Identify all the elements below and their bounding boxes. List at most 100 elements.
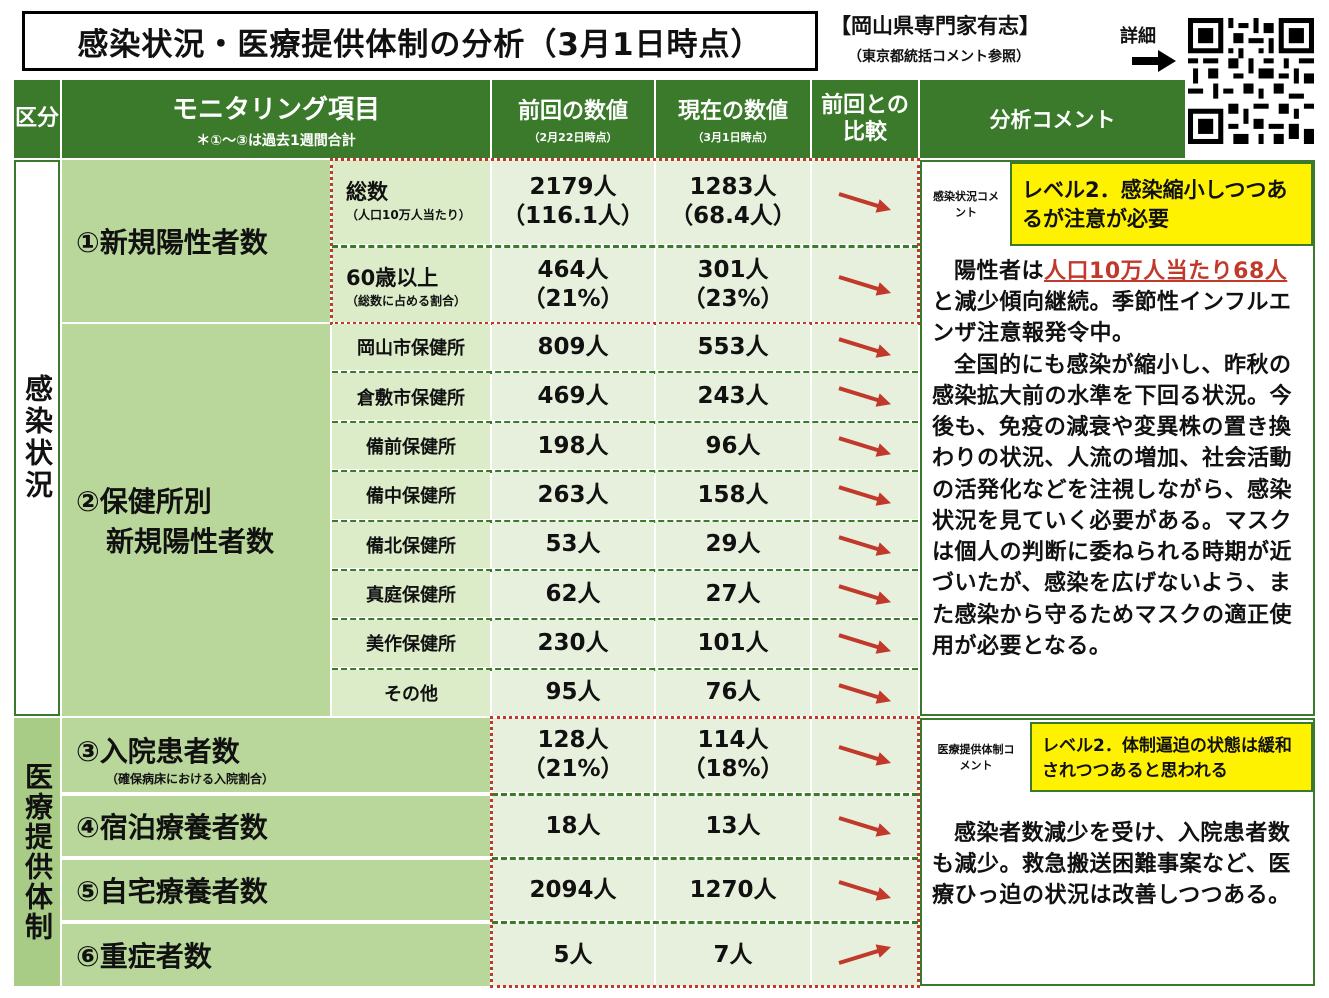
row2-item-trend [812, 324, 918, 371]
infection-comment-panel [920, 160, 1315, 716]
divider [332, 667, 918, 671]
arrow-down-icon [838, 880, 891, 901]
row2-item-label: 備中保健所 [332, 472, 490, 519]
row2-item-trend [812, 521, 918, 568]
row1-over60-label: 60歳以上 [346, 266, 439, 290]
row2-item-trend [812, 620, 918, 667]
row2-item-label: 真庭保健所 [332, 570, 490, 618]
row1-over60-note: （総数に占める割合） [346, 294, 467, 308]
divider [332, 618, 918, 622]
row5-trend [812, 860, 918, 920]
expert-label: 【岡山県専門家有志】 [830, 14, 1040, 38]
section-infection: 感染状況 [14, 160, 60, 716]
row1-over60-curr: 301人 （23%） [656, 248, 810, 322]
highlight-box [330, 158, 920, 325]
arrow-down-icon [838, 534, 891, 556]
row2-item-prev: 198人 [492, 422, 654, 470]
row6-curr: 7人 [656, 924, 810, 986]
row2-item-prev: 809人 [492, 324, 654, 371]
row2-item-prev: 263人 [492, 472, 654, 519]
row2-item-curr: 76人 [656, 669, 810, 716]
divider [332, 245, 918, 248]
medical-comment-text: 感染者数減少を受け、入院患者数も減少。救急搬送困難事案など、医療ひっ迫の状況は改… [932, 821, 1291, 909]
row1-total-trend [812, 160, 918, 244]
row2-item-prev: 469人 [492, 373, 654, 420]
divider [332, 568, 918, 572]
header-curr: 現在の数値 （3月1日時点） [656, 80, 810, 158]
arrow-down-icon [838, 337, 891, 358]
row2-item-curr: 243人 [656, 373, 810, 420]
row6-trend [812, 924, 918, 986]
expert-sub: （東京都統括コメント参照） [848, 49, 1030, 65]
header-curr-date: （3月1日時点） [692, 131, 774, 144]
medical-level-badge: レベル2．体制逼迫の状態は緩和されつつあると思われる [1030, 722, 1313, 792]
arrow-down-icon [838, 436, 891, 457]
row2-item-label: 備北保健所 [332, 521, 490, 568]
row3-curr: 114人 （18%） [656, 718, 810, 792]
row5-curr: 1270人 [656, 860, 810, 920]
arrow-down-icon [838, 584, 891, 605]
row2-item-trend [812, 669, 918, 716]
arrow-down-icon [838, 275, 891, 296]
row2-item-curr: 553人 [656, 324, 810, 371]
qr-code-icon[interactable] [1188, 18, 1314, 144]
row2-item-curr: 29人 [656, 521, 810, 568]
detail-label: 詳細 [1120, 26, 1156, 47]
row3-trend [812, 718, 918, 792]
arrow-up-icon [838, 944, 891, 965]
header-prev-date: （2月22日時点） [528, 131, 618, 144]
divider [492, 921, 918, 924]
section-medical: 医療提供体制 [14, 718, 60, 986]
row1-over60-label-cell: 60歳以上 （総数に占める割合） [332, 248, 490, 322]
row2-item-curr: 158人 [656, 472, 810, 519]
divider [492, 793, 918, 796]
divider [332, 519, 918, 523]
row5-prev: 2094人 [492, 860, 654, 920]
arrow-down-icon [838, 192, 891, 213]
row1-total-prev: 2179人 （116.1人） [492, 160, 654, 244]
infection-comment-text-1: 陽性者は人口10万人当たり68人と減少傾向継続。季節性インフルエンザ注意報発令中… [932, 256, 1308, 712]
row2-item-label: その他 [332, 669, 490, 716]
infection-comment-tag: 感染状況コメント [933, 190, 999, 219]
row1-total-note: （人口10万人当たり） [346, 208, 471, 222]
row2-item-curr: 101人 [656, 620, 810, 667]
divider [332, 420, 918, 424]
divider [492, 857, 918, 860]
infection-comment-text-2: 全国的にも感染が縮小し、昨秋の感染拡大前の水準を下回る状況。今後も、免疫の減衰や… [932, 352, 1293, 659]
row2-item-label: 岡山市保健所 [332, 324, 490, 371]
highlight-box [490, 716, 920, 988]
row2-item-prev: 53人 [492, 521, 654, 568]
row2-item-label: 倉敷市保健所 [332, 373, 490, 420]
row3-prev: 128人 （21%） [492, 718, 654, 792]
row2-item-prev: 230人 [492, 620, 654, 667]
row3-label: ③入院患者数 [76, 735, 240, 768]
arrow-down-icon [838, 633, 891, 655]
header-item-note: ＊①～③は過去1週間合計 [196, 132, 356, 149]
row3-note: （確保病床における入院割合） [106, 772, 275, 786]
row1-total-curr: 1283人 （68.4人） [656, 160, 810, 244]
row1-total-label: 総数 [346, 180, 388, 204]
row4-prev: 18人 [492, 796, 654, 856]
row4-trend [812, 796, 918, 856]
row2-item-label: 美作保健所 [332, 620, 490, 667]
row1-total-label-cell: 総数 （人口10万人当たり） [332, 160, 490, 244]
arrow-down-icon [838, 745, 891, 766]
row2-item-curr: 27人 [656, 570, 810, 618]
arrow-right-icon [1132, 50, 1176, 72]
row3-label-cell: ③入院患者数 （確保病床における入院割合） [62, 718, 490, 792]
header-category: 区分 [14, 80, 60, 158]
divider [332, 470, 918, 474]
row2-item-curr: 96人 [656, 422, 810, 470]
header-item: モニタリング項目 ＊①～③は過去1週間合計 [62, 80, 490, 158]
row2-item-label: 備前保健所 [332, 422, 490, 470]
row1-label: ①新規陽性者数 [62, 160, 330, 322]
row4-curr: 13人 [656, 796, 810, 856]
header-prev: 前回の数値 （2月22日時点） [492, 80, 654, 158]
infection-level-badge: レベル2．感染縮小しつつあるが注意が必要 [1010, 162, 1313, 246]
row2-item-prev: 62人 [492, 570, 654, 618]
row2-item-trend [812, 422, 918, 470]
row6-label: ⑥重症者数 [62, 924, 490, 986]
row2-item-trend [812, 472, 918, 519]
row2-item-trend [812, 373, 918, 420]
row2-item-prev: 95人 [492, 669, 654, 716]
